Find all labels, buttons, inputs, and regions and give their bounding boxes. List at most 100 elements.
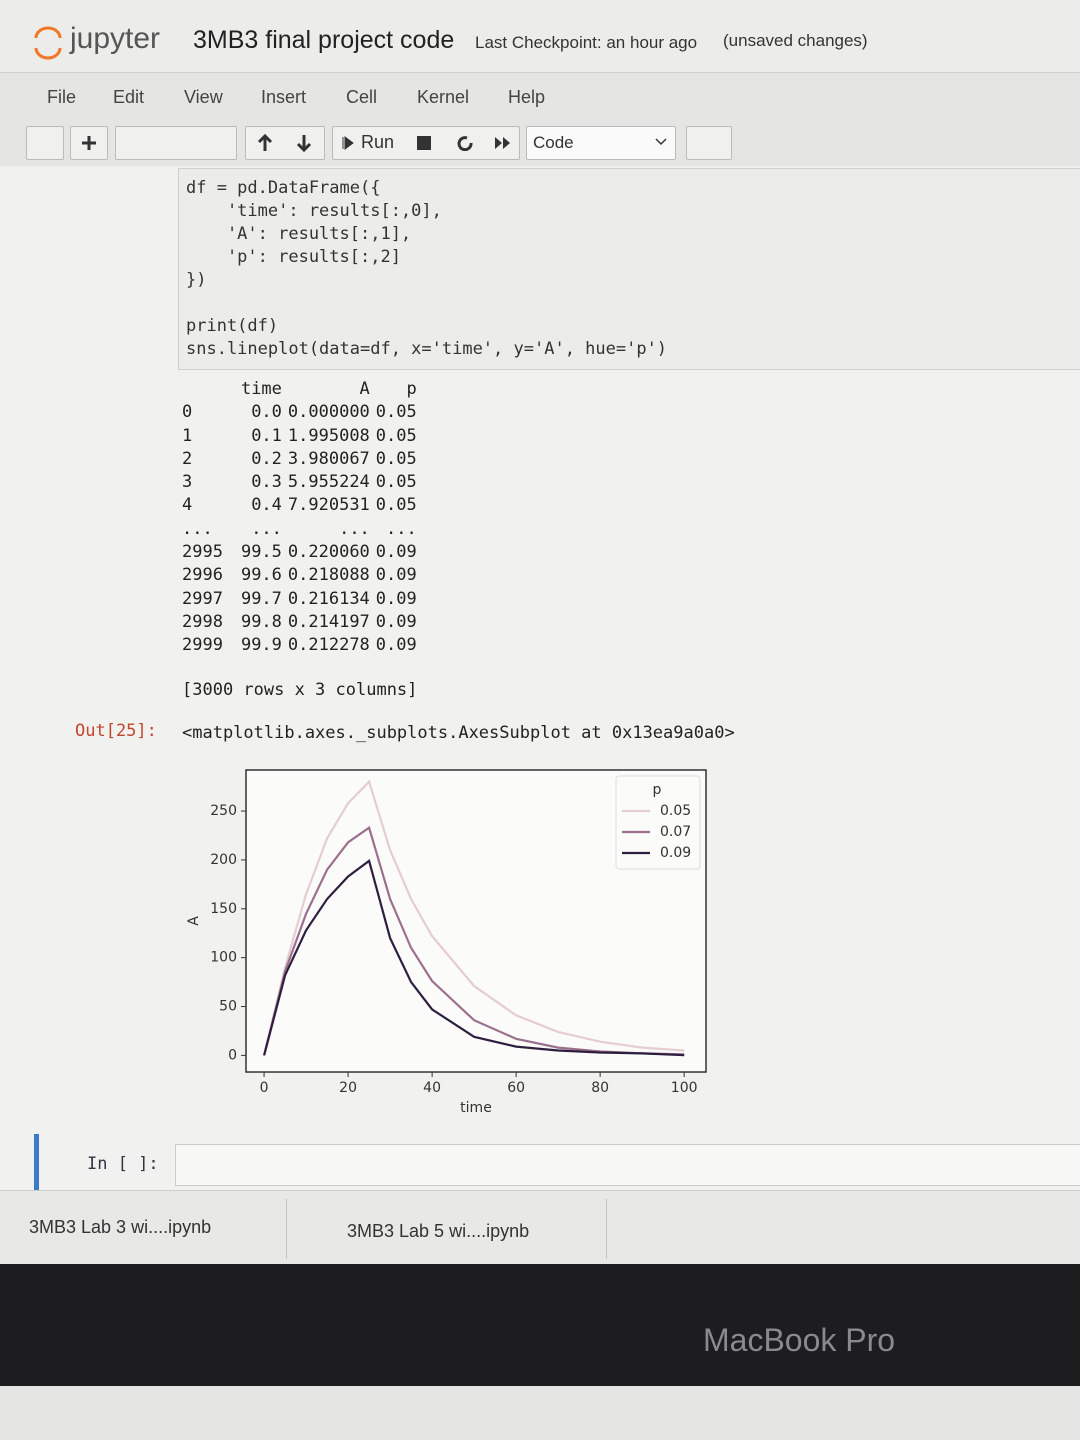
table-cell: 3 <box>182 472 193 493</box>
table-cell: 99.7 <box>240 588 282 609</box>
download-item[interactable]: 3MB3 Lab 5 wi....ipynb <box>347 1221 530 1241</box>
x-tick-label: 80 <box>591 1080 609 1096</box>
table-cell: ... <box>339 518 370 539</box>
logo-text: jupyter <box>70 22 161 55</box>
table-cell: 2999 <box>182 635 223 656</box>
table-cell: ... <box>182 518 213 539</box>
y-tick-label: 100 <box>210 950 237 966</box>
cell-type-select[interactable]: Code <box>526 126 676 160</box>
move-buttons[interactable] <box>245 126 325 160</box>
table-cell: 0.212278 <box>287 635 370 656</box>
table-row: 1 0.1 1.995008 0.05 <box>182 425 423 448</box>
menu-item[interactable]: Help <box>508 87 546 107</box>
notebook-title[interactable]: 3MB3 final project code <box>193 26 455 54</box>
code: df = pd.DataFrame({ 'time': results[:,0]… <box>186 177 667 361</box>
code-block: df = pd.DataFrame({ 'time': results[:,0]… <box>186 177 667 292</box>
table-row: 2995 99.5 0.220060 0.09 <box>182 541 423 564</box>
code-line: 'A': results[:,1], <box>186 224 412 244</box>
code-line: 'time': results[:,0], <box>186 201 442 221</box>
laptop-bezel: MacBook Pro <box>0 1264 1080 1386</box>
run-controls[interactable]: Run <box>332 126 520 160</box>
table-row: 2998 99.8 0.214197 0.09 <box>182 611 423 634</box>
menu-item[interactable]: Insert <box>261 87 307 107</box>
cell-type[interactable]: Code <box>533 133 574 152</box>
menu-item[interactable]: Edit <box>113 87 145 107</box>
table-cell: 0.05 <box>375 425 417 446</box>
y-tick-label: 200 <box>210 852 237 868</box>
download-item[interactable]: 3MB3 Lab 3 wi....ipynb <box>29 1217 212 1237</box>
x-tick-label: 60 <box>507 1080 525 1096</box>
table-cell: 99.9 <box>240 635 282 656</box>
table-cell: 3.980067 <box>287 448 370 469</box>
checkpoint: Last Checkpoint: an hour ago <box>475 33 698 52</box>
table-cell: 0.09 <box>375 588 417 609</box>
code-cell[interactable] <box>178 168 1080 370</box>
toolbar: Run Code <box>0 120 1080 167</box>
y-tick-label: 250 <box>210 803 237 819</box>
table-cell: ... <box>251 518 282 539</box>
input-cell[interactable]: In [ ]: <box>34 1134 1080 1190</box>
table-cell: 2996 <box>182 565 223 586</box>
table-cell: 2997 <box>182 588 223 609</box>
table-row: 2996 99.6 0.218088 0.09 <box>182 564 423 587</box>
table-cell: 0.1 <box>251 425 282 446</box>
legend-label: 0.09 <box>660 845 691 861</box>
table-cell: 99.5 <box>240 542 282 563</box>
save-status: (unsaved changes) <box>723 31 868 50</box>
code-line: sns.lineplot(data=df, x='time', y='A', h… <box>186 339 668 359</box>
table-row: 2997 99.7 0.216134 0.09 <box>182 588 423 611</box>
table-row: 2999 99.9 0.212278 0.09 <box>182 634 423 657</box>
table-cell: 0.0 <box>251 402 282 423</box>
chart: 0 50 100 150 200 250 0 20 40 60 80 100 time Ap 0.05 0.0… <box>186 769 707 1116</box>
table-cell: 0.09 <box>375 611 417 632</box>
menu-item[interactable]: File <box>47 87 77 107</box>
download-divider <box>606 1199 607 1259</box>
table-cell: 0.05 <box>375 448 417 469</box>
edit-buttons[interactable] <box>115 126 237 160</box>
add-button[interactable] <box>70 126 108 160</box>
table-cell: 0.05 <box>375 495 417 516</box>
x-tick-label: 100 <box>671 1080 698 1096</box>
keyboard-button[interactable] <box>686 126 732 160</box>
y-tick-label: 0 <box>228 1047 237 1063</box>
table-cell: 2998 <box>182 611 223 632</box>
menu-item[interactable]: View <box>184 87 223 107</box>
table-cell: 1.995008 <box>287 425 370 446</box>
table-cell: 4 <box>182 495 193 516</box>
table-cell: 0.3 <box>251 472 282 493</box>
column-header: A <box>359 379 370 399</box>
table-cell: 99.6 <box>240 565 282 586</box>
series-line <box>263 859 685 1057</box>
menu-item[interactable]: Cell <box>346 87 378 107</box>
table-cell: 0.216134 <box>287 588 370 609</box>
table-cell: 0.09 <box>375 565 417 586</box>
y-tick-label: 50 <box>219 999 237 1015</box>
legend-label: 0.07 <box>660 824 691 840</box>
table-row: 0 0.0 0.000000 0.05 <box>182 401 423 424</box>
table-cell: ... <box>386 518 417 539</box>
legend-box <box>615 775 701 870</box>
table-cell: 0.05 <box>375 402 417 423</box>
in-prompt: In [ ]: <box>87 1154 159 1174</box>
x-tick-label: 40 <box>423 1080 441 1096</box>
column-header: p <box>406 379 417 399</box>
legend-label: 0.05 <box>660 803 691 819</box>
output-repr: <matplotlib.axes._subplots.AxesSubplot a… <box>182 723 735 743</box>
code-line: }) <box>186 270 207 290</box>
table-cell: 0.4 <box>251 495 282 516</box>
table-cell: 2 <box>182 448 193 469</box>
input-area[interactable] <box>175 1144 1080 1186</box>
table-cell: 0.218088 <box>287 565 370 586</box>
run-label[interactable]: Run <box>361 132 395 152</box>
download-divider <box>286 1199 287 1259</box>
table-cell: 0.09 <box>375 635 417 656</box>
save-button[interactable] <box>26 126 64 160</box>
code-line: df = pd.DataFrame({ <box>186 178 381 198</box>
menu-item[interactable]: Kernel <box>417 87 470 107</box>
table-cell: 0.2 <box>251 448 282 469</box>
code-line: 'p': results[:,2] <box>186 247 401 267</box>
header: jupyter 3MB3 final project code Last Che… <box>0 0 1080 72</box>
